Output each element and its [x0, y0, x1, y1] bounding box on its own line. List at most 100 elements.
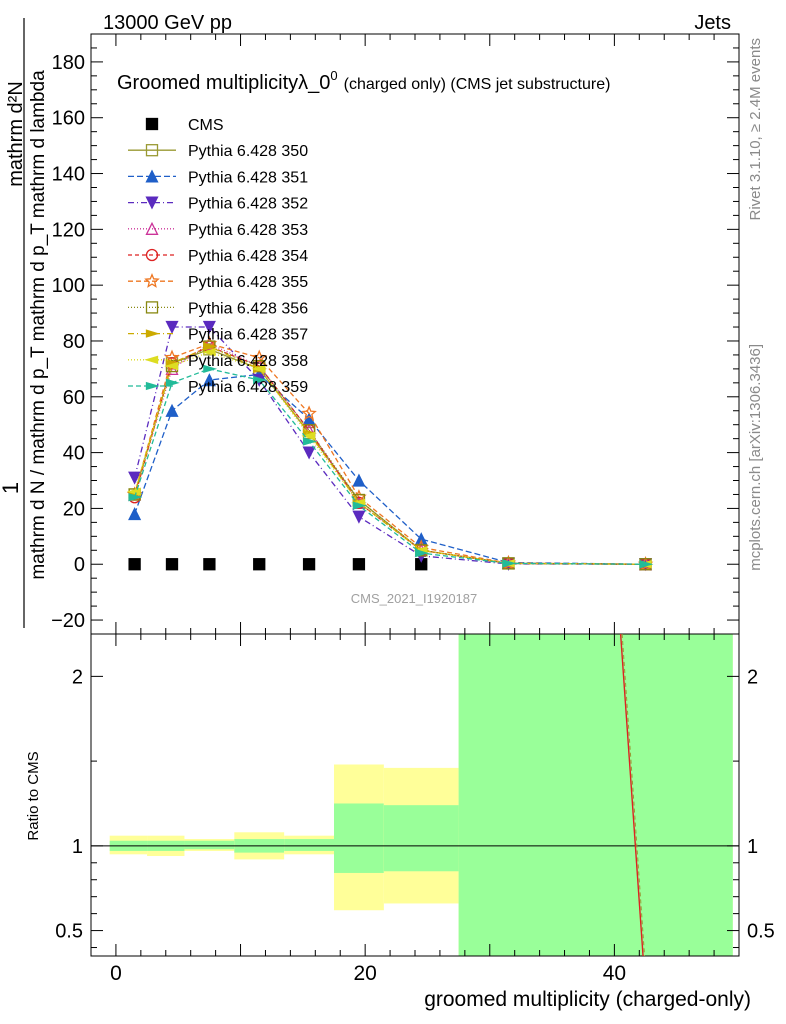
legend: CMS Pythia 6.428 350 Pythia 6.428 351 Pythi… — [128, 117, 308, 396]
series-point-9 — [301, 431, 316, 441]
x-axis-label: groomed multiplicity (charged-only) — [424, 988, 751, 1011]
series-0 — [128, 558, 428, 571]
main-series-group — [126, 320, 654, 572]
series-2 — [128, 367, 653, 571]
y-label-denominator: mathrm d N / mathrm d p_T mathrm d p_T m… — [28, 70, 49, 580]
process-label: Jets — [694, 12, 731, 34]
series-point-3 — [352, 510, 366, 524]
legend-marker-2 — [145, 169, 159, 183]
series-point-10 — [128, 493, 143, 502]
legend-label-1: Pythia 6.428 350 — [188, 143, 308, 160]
plot-title-main: Groomed multiplicityλ_0 — [117, 72, 330, 94]
ratio-bands — [109, 634, 733, 956]
legend-label-0: CMS — [188, 117, 224, 134]
ratio-band-inner-4 — [284, 839, 334, 851]
plot-title-suffix: (charged only) (CMS jet substructure) — [344, 76, 611, 93]
series-point-2 — [165, 403, 179, 417]
legend-label-8: Pythia 6.428 357 — [188, 327, 308, 344]
series-point-0 — [253, 558, 266, 571]
series-line-4 — [133, 343, 646, 565]
y-label-numerator: 1 — [0, 482, 23, 494]
series-point-0 — [203, 558, 216, 571]
series-line-7 — [133, 345, 646, 565]
series-point-9 — [251, 364, 266, 374]
series-point-10 — [639, 560, 654, 569]
series-point-10 — [415, 548, 429, 558]
main-y-label: mathrm d²N 1 mathrm d N / mathrm d p_T m… — [0, 18, 49, 628]
site-label: mcplots.cern.ch [arXiv:1306.3436] — [747, 344, 764, 571]
series-point-0 — [128, 558, 141, 571]
legend-label-6: Pythia 6.428 355 — [188, 274, 308, 291]
series-line-9 — [133, 351, 646, 565]
legend-marker-5 — [145, 248, 159, 262]
legend-label-7: Pythia 6.428 356 — [188, 300, 308, 317]
series-point-9 — [126, 487, 141, 496]
series-point-0 — [302, 558, 316, 571]
main-y-tick-label: 140 — [52, 164, 85, 186]
series-point-6 — [301, 405, 317, 421]
legend-marker-4 — [145, 221, 159, 235]
series-point-10 — [352, 501, 367, 510]
legend-marker-10 — [145, 381, 160, 391]
series-point-3 — [128, 471, 142, 485]
main-y-tick-label: 60 — [63, 387, 85, 409]
legend-marker-0 — [145, 117, 159, 131]
legend-label-4: Pythia 6.428 353 — [188, 222, 308, 239]
series-point-0 — [165, 558, 179, 571]
ratio-y-tick-label: 1 — [72, 836, 83, 858]
series-point-10 — [253, 375, 267, 385]
ratio-y-label: Ratio to CMS — [25, 751, 42, 840]
legend-marker-8 — [145, 329, 160, 338]
ratio-band-inner-6 — [383, 805, 459, 872]
series-point-2 — [352, 473, 366, 487]
series-7 — [128, 340, 652, 571]
legend-label-2: Pythia 6.428 351 — [188, 169, 308, 186]
legend-label-10: Pythia 6.428 359 — [188, 379, 308, 396]
analysis-watermark: CMS_2021_I1920187 — [351, 591, 478, 606]
series-point-10 — [502, 559, 517, 568]
series-4 — [128, 336, 653, 571]
ratio-band-inner-7 — [458, 634, 733, 956]
series-point-3 — [202, 320, 216, 334]
series-line-10 — [134, 368, 646, 565]
series-point-0 — [352, 558, 366, 571]
series-point-3 — [302, 446, 316, 460]
main-y-axis: −20 0 20 40 60 80 100 120 140 160 180 — [51, 33, 740, 635]
plot-title-sup: 0 — [330, 68, 337, 83]
main-y-tick-label: 160 — [52, 108, 85, 130]
legend-marker-9 — [144, 355, 159, 364]
series-10 — [128, 364, 654, 569]
series-9 — [126, 347, 652, 569]
ratio-band-inner-2 — [184, 840, 235, 850]
ratio-y-tick-label: 0.5 — [55, 921, 83, 943]
legend-marker-7 — [145, 301, 159, 314]
series-point-9 — [201, 347, 216, 357]
ratio-y-tick-label-right: 1 — [747, 836, 758, 858]
plot-title: Groomed multiplicityλ_00 (charged only) (… — [117, 68, 610, 94]
series-point-2 — [202, 373, 216, 387]
x-tick-label: 0 — [110, 962, 122, 985]
series-point-3 — [165, 320, 179, 334]
main-y-tick-label: 20 — [63, 498, 85, 520]
energy-label: 13000 GeV pp — [103, 12, 232, 34]
ratio-band-inner-5 — [334, 803, 384, 873]
x-tick-label: 40 — [603, 962, 626, 985]
legend-marker-1 — [145, 144, 159, 157]
ratio-axes: 0.5 0.51 12 20 20 40 — [55, 634, 775, 985]
series-point-10 — [203, 364, 218, 374]
legend-label-9: Pythia 6.428 358 — [188, 353, 308, 370]
legend-marker-3 — [145, 196, 159, 210]
main-y-tick-label: −20 — [51, 610, 85, 632]
x-tick-label: 20 — [353, 962, 376, 985]
series-8 — [128, 342, 654, 569]
ratio-series-group — [619, 633, 646, 957]
main-y-tick-label: 80 — [63, 331, 85, 353]
legend-marker-6 — [144, 273, 160, 288]
series-line-6 — [133, 343, 646, 565]
legend-label-5: Pythia 6.428 354 — [188, 248, 308, 265]
ratio-y-tick-label: 2 — [72, 666, 83, 688]
main-y-tick-label: 100 — [52, 275, 85, 297]
main-y-tick-label: 120 — [52, 219, 85, 241]
ratio-y-tick-label-right: 0.5 — [747, 921, 775, 943]
